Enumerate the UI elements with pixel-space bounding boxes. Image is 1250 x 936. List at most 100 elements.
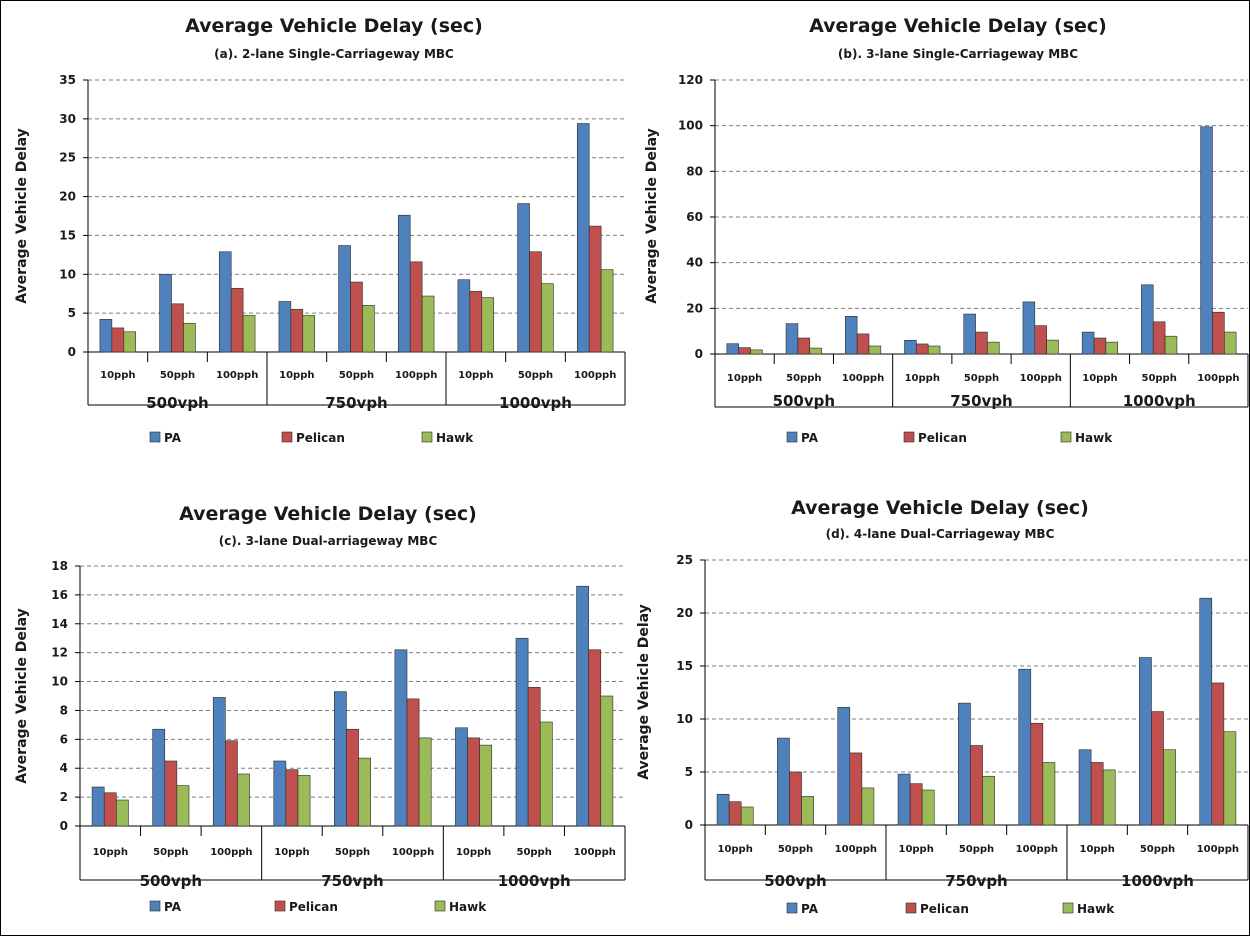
y-tick-label: 0 (695, 347, 703, 361)
bar-hawk (1042, 762, 1056, 826)
y-tick-label: 16 (51, 588, 68, 602)
category-label: 10pph (274, 847, 309, 858)
bar-pelican (406, 698, 420, 827)
bar-hawk (421, 295, 435, 353)
category-label: 10pph (100, 370, 135, 381)
legend-swatch-hawk (434, 900, 446, 912)
bar-hawk (861, 787, 875, 826)
legend-swatch-pa (149, 431, 161, 443)
bar-pelican (588, 225, 602, 353)
y-tick-label: 2 (60, 790, 68, 804)
bar-pelican (856, 333, 870, 355)
legend-label: Hawk (449, 900, 487, 914)
legend-label: PA (801, 431, 819, 445)
category-label: 50pph (1140, 844, 1175, 855)
category-label: 50pph (778, 844, 813, 855)
category-label: 50pph (1141, 373, 1176, 384)
bar-pelican (1034, 325, 1047, 355)
bar-pa (777, 737, 790, 826)
category-label: 50pph (516, 847, 551, 858)
category-label: 10pph (456, 847, 491, 858)
y-tick-label: 18 (51, 559, 68, 573)
y-tick-label: 0 (60, 819, 68, 833)
bar-pa (785, 323, 799, 355)
bar-pelican (111, 327, 125, 353)
group-label: 750vph (321, 872, 384, 890)
bar-hawk (479, 744, 493, 827)
bar-pa (515, 637, 529, 827)
y-tick-label: 15 (676, 659, 693, 673)
bar-pa (212, 697, 226, 827)
legend-swatch-hawk (1060, 431, 1072, 443)
legend-swatch-hawk (1062, 902, 1074, 914)
bar-hawk (297, 775, 311, 827)
group-label: 750vph (325, 394, 388, 412)
bar-hawk (123, 331, 137, 353)
category-label: 10pph (1079, 844, 1114, 855)
category-label: 10pph (279, 370, 314, 381)
bar-hawk (600, 269, 614, 353)
y-tick-label: 20 (59, 190, 76, 204)
category-label: 10pph (1082, 373, 1117, 384)
bar-hawk (809, 347, 822, 355)
bar-pelican (588, 649, 602, 827)
bar-pa (1139, 657, 1152, 826)
y-tick-label: 25 (676, 553, 693, 567)
bar-pa (334, 691, 347, 827)
y-tick-label: 40 (686, 256, 703, 270)
chart-subtitle: (c). 3-lane Dual-arriageway MBC (219, 534, 438, 548)
bar-pa (1018, 668, 1032, 826)
legend-label: PA (801, 902, 819, 916)
y-tick-label: 120 (678, 73, 703, 87)
bar-hawk (750, 349, 763, 355)
category-label: 100pph (1197, 844, 1239, 855)
legend-swatch-pelican (274, 900, 286, 912)
bar-hawk (539, 721, 553, 827)
bar-pelican (290, 308, 304, 353)
chart-title: Average Vehicle Delay (sec) (791, 497, 1089, 519)
bar-pelican (225, 740, 238, 827)
bar-pelican (916, 343, 929, 355)
legend-label: Pelican (296, 431, 345, 445)
bar-pa (904, 339, 917, 355)
legend-swatch-pa (149, 900, 161, 912)
bar-pelican (285, 769, 299, 827)
y-tick-label: 60 (686, 210, 703, 224)
bar-hawk (242, 315, 256, 353)
category-label: 100pph (835, 844, 877, 855)
y-tick-label: 35 (59, 73, 76, 87)
y-tick-label: 15 (59, 228, 76, 242)
bar-pelican (230, 287, 244, 353)
category-label: 10pph (717, 844, 752, 855)
bar-hawk (982, 775, 995, 826)
bar-pelican (469, 291, 483, 353)
y-tick-label: 0 (68, 345, 76, 359)
bar-pa (1199, 597, 1213, 826)
bar-hawk (362, 305, 375, 353)
y-tick-label: 4 (60, 761, 68, 775)
bar-pa (397, 214, 411, 353)
bar-pelican (164, 760, 178, 827)
bar-pa (963, 313, 976, 355)
bar-pelican (849, 752, 863, 826)
legend-swatch-pelican (905, 902, 917, 914)
category-label: 100pph (574, 370, 616, 381)
bar-pa (897, 773, 911, 826)
y-tick-label: 100 (678, 119, 703, 133)
chart-subtitle: (b). 3-lane Single-Carriageway MBC (838, 47, 1078, 61)
bar-hawk (1102, 769, 1116, 826)
bar-pa (1022, 301, 1036, 355)
bar-hawk (237, 773, 250, 827)
category-label: 10pph (458, 370, 493, 381)
bar-pelican (738, 347, 751, 355)
category-label: 100pph (392, 847, 434, 858)
bar-hawk (481, 297, 495, 353)
bar-hawk (418, 737, 432, 827)
category-label: 100pph (1197, 373, 1239, 384)
bar-pelican (346, 728, 359, 827)
bar-pa (576, 123, 590, 353)
bar-pelican (797, 337, 811, 355)
chart-subtitle: (a). 2-lane Single-Carriageway MBC (214, 47, 454, 61)
bar-hawk (176, 785, 190, 827)
